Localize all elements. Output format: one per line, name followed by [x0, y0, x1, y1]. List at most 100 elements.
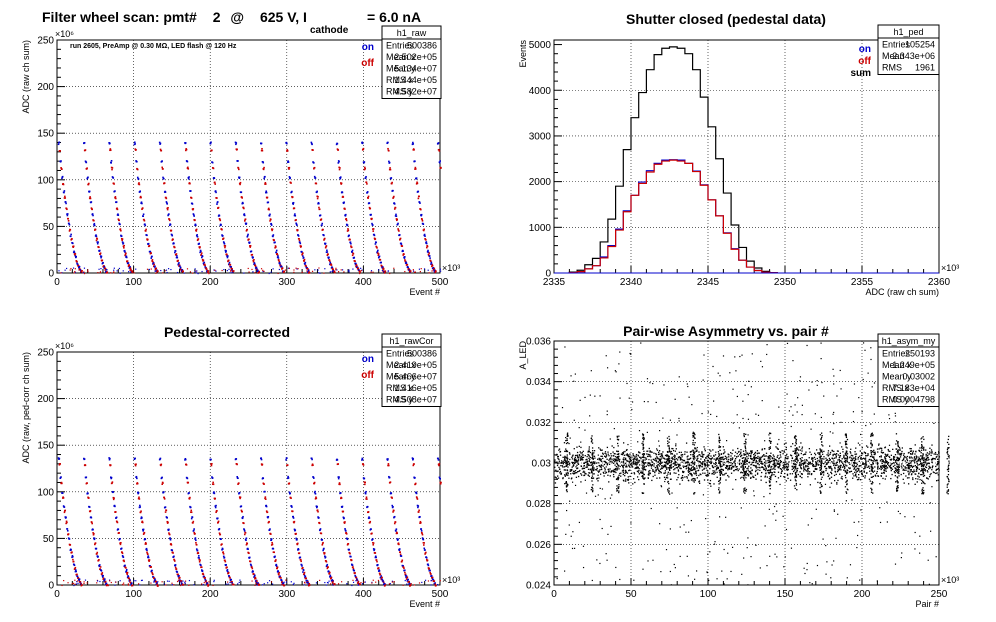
- raw-point-off: [423, 228, 425, 231]
- asym-point: [784, 459, 786, 461]
- asym-point: [722, 458, 725, 461]
- asym-point: [804, 462, 806, 465]
- cor-point-off: [273, 551, 275, 554]
- raw-point-off: [249, 246, 252, 248]
- asym-point: [837, 467, 839, 469]
- raw-point-off: [219, 218, 221, 221]
- raw-point-noise: [414, 271, 416, 273]
- asym-point: [638, 467, 640, 470]
- asym-point: [570, 469, 573, 471]
- asym-point: [893, 455, 895, 458]
- cor-point-off: [253, 573, 255, 575]
- asym-point: [846, 457, 849, 459]
- asym-point: [647, 453, 650, 456]
- asym-point: [642, 459, 644, 461]
- cor-point-off: [308, 584, 310, 587]
- asym-point: [779, 464, 781, 467]
- raw-point-noise: [335, 269, 337, 271]
- asym-point: [667, 463, 669, 465]
- asym-point: [684, 451, 686, 453]
- raw-point-on: [370, 213, 372, 216]
- asym-point: [580, 465, 583, 468]
- cor-point-on: [184, 458, 187, 461]
- cor-point-on: [206, 582, 209, 584]
- asym-point: [658, 470, 661, 473]
- asym-point: [672, 462, 674, 465]
- asym-point: [576, 472, 578, 474]
- cor-point-on: [221, 548, 224, 550]
- raw-stats-key: RMS x: [386, 75, 414, 85]
- asym-point: [922, 459, 924, 461]
- raw-point-noise: [336, 269, 338, 271]
- cor-ytick-label: 250: [37, 348, 54, 359]
- asym-point: [860, 454, 862, 457]
- raw-stats-key: Mean x: [386, 52, 416, 62]
- cor-point-off: [118, 532, 120, 534]
- cor-point-on: [253, 576, 255, 578]
- asym-point: [688, 463, 691, 465]
- asym-point: [790, 445, 792, 448]
- raw-point-on: [307, 269, 310, 271]
- asym-point: [800, 468, 803, 470]
- raw-point-off: [305, 265, 308, 268]
- asym-point: [938, 461, 940, 463]
- asym-point: [668, 450, 671, 453]
- cor-ytick-label: 200: [37, 394, 54, 405]
- asym-point: [622, 471, 624, 474]
- asym-point: [670, 460, 672, 462]
- cor-point-off: [329, 571, 331, 574]
- asym-point: [621, 470, 624, 472]
- cor-ytick-label: 100: [37, 487, 54, 498]
- raw-point-off: [379, 259, 382, 261]
- asym-point: [741, 457, 743, 459]
- cor-point-on: [195, 539, 197, 541]
- asym-point: [913, 456, 916, 458]
- asym-point: [581, 454, 583, 456]
- asym-point: [731, 457, 734, 459]
- asym-point: [796, 452, 798, 454]
- raw-point-noise: [58, 270, 60, 272]
- asym-point: [614, 464, 616, 466]
- asym-point: [753, 453, 755, 456]
- raw-point-on: [164, 191, 167, 193]
- raw-point-on: [178, 262, 180, 264]
- asym-point: [554, 459, 556, 461]
- asym-point: [910, 448, 912, 450]
- raw-point-off: [281, 267, 284, 269]
- cor-point-on: [250, 564, 252, 566]
- cor-point-noise: [227, 583, 229, 585]
- asym-point: [580, 452, 582, 454]
- raw-point-on: [120, 235, 123, 237]
- cor-point-on: [390, 492, 393, 495]
- raw-point-on: [253, 262, 256, 264]
- asym-point: [673, 468, 675, 471]
- raw-point-off: [416, 182, 419, 185]
- raw-point-off: [371, 217, 373, 220]
- asym-point: [826, 454, 828, 456]
- asym-point: [577, 456, 580, 458]
- asym-point: [773, 457, 775, 460]
- asym-point: [875, 459, 877, 461]
- raw-point-on: [393, 203, 396, 205]
- asym-point: [738, 462, 741, 464]
- cor-point-on: [387, 458, 389, 460]
- raw-point-off: [394, 206, 397, 209]
- raw-point-noise: [420, 268, 422, 270]
- raw-point-on: [402, 250, 404, 252]
- cor-point-off: [244, 532, 247, 534]
- asym-point: [864, 452, 867, 454]
- asym-point: [680, 451, 682, 454]
- asym-point: [827, 455, 829, 457]
- raw-point-off: [68, 230, 71, 232]
- cor-point-off: [162, 482, 164, 484]
- raw-point-off: [187, 168, 190, 170]
- asym-point: [657, 464, 659, 466]
- cor-point-noise: [326, 581, 329, 584]
- cor-point-off: [268, 520, 270, 523]
- asym-point: [844, 453, 847, 455]
- cor-point-off: [384, 583, 387, 586]
- asym-point: [842, 464, 845, 467]
- raw-point-on: [198, 242, 201, 245]
- asym-point: [726, 465, 729, 468]
- asym-point: [579, 451, 581, 453]
